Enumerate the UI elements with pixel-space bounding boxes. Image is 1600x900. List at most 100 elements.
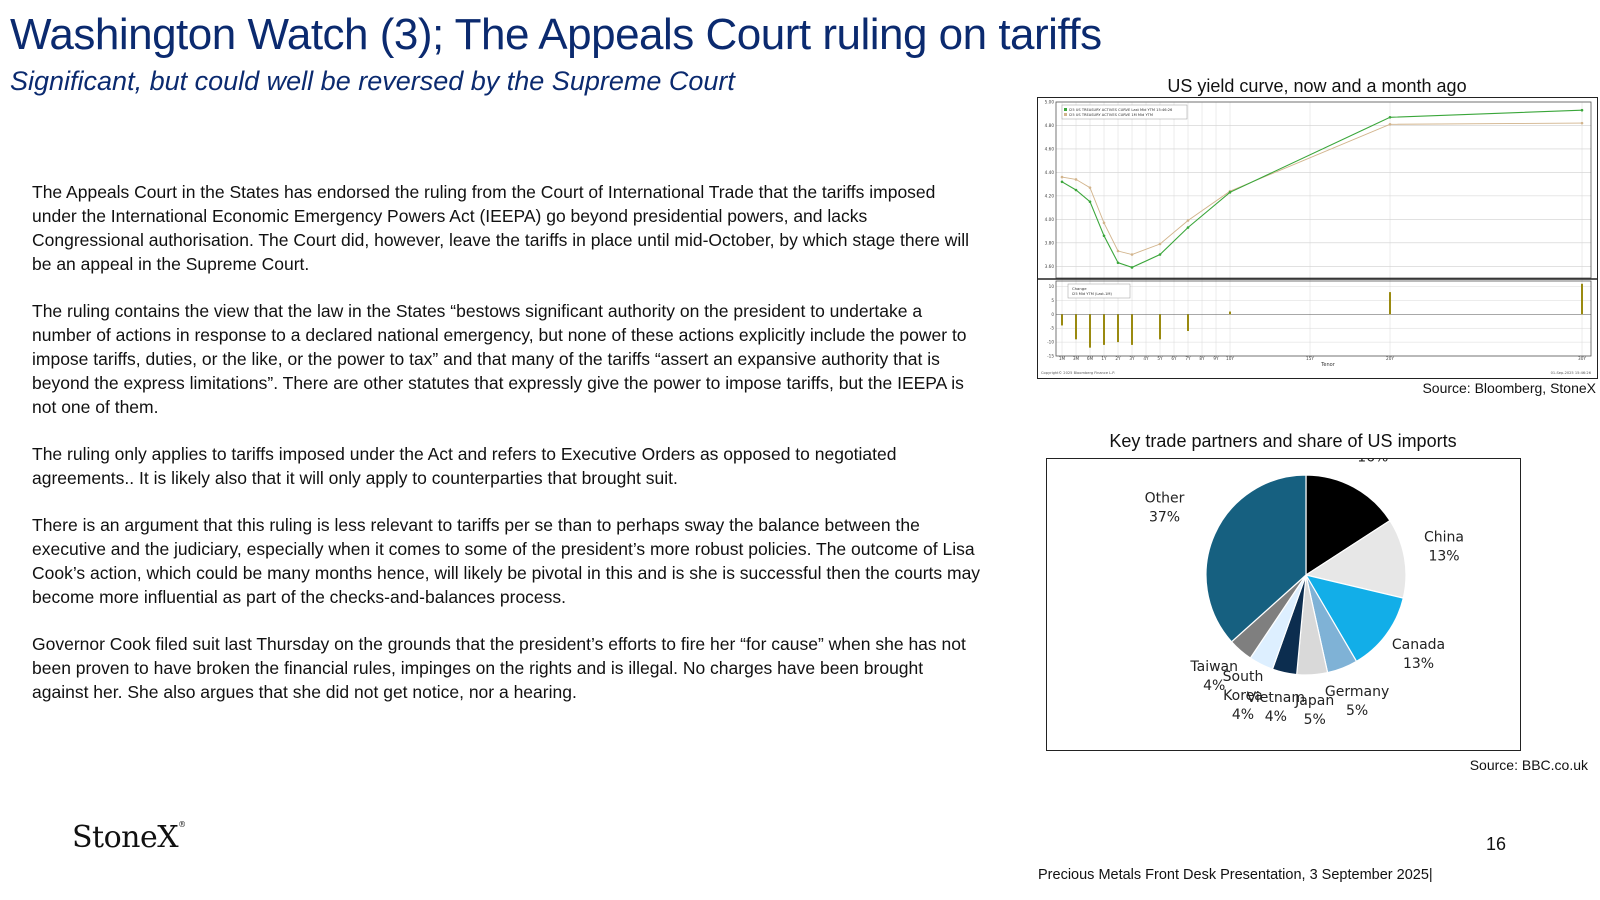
pie-chart-svg: Mexico16%China13%Canada13%Germany5%Japan… bbox=[1145, 431, 1464, 729]
paragraph-4: There is an argument that this ruling is… bbox=[32, 515, 981, 607]
y-tick-label: 5.00 bbox=[1045, 100, 1055, 105]
series-point-now bbox=[1228, 191, 1232, 194]
yield-lines bbox=[1060, 108, 1584, 269]
x-axis-label: Tenor bbox=[1320, 362, 1336, 368]
page-number: 16 bbox=[1486, 834, 1507, 854]
series-point-month-ago bbox=[1102, 221, 1106, 225]
x-tick-label: 6M bbox=[1087, 356, 1094, 361]
pie-pct-label: 4% bbox=[1232, 707, 1254, 723]
pie-label: Taiwan bbox=[1189, 659, 1238, 675]
pie-slice-china bbox=[1304, 519, 1407, 599]
x-tick-label: 10Y bbox=[1226, 356, 1234, 361]
series-point-now bbox=[1074, 188, 1078, 192]
x-tick-label: 1Y bbox=[1101, 356, 1107, 361]
x-tick-label: 15Y bbox=[1306, 356, 1314, 361]
series-point-now bbox=[1102, 234, 1106, 238]
y-tick-label: 3.60 bbox=[1045, 264, 1055, 269]
pie-chart: Mexico16%China13%Canada13%Germany5%Japan… bbox=[1046, 431, 1521, 751]
pie-pct-label: 4% bbox=[1203, 678, 1225, 694]
yield-axis-labels: 3.60 3.80 4.00 4.20 4.40 4.60 4.80 5.00 1M 3M 6M 1Y… bbox=[1045, 100, 1587, 362]
y-tick-label: 4.40 bbox=[1045, 170, 1055, 175]
series-point-month-ago bbox=[1060, 175, 1064, 179]
change-bar bbox=[1061, 314, 1063, 326]
footer-presentation: Precious Metals Front Desk Presentation,… bbox=[1038, 867, 1433, 883]
x-tick-label: 3M bbox=[1073, 356, 1080, 361]
y-tick-label: 4.20 bbox=[1045, 193, 1055, 198]
yield-chart-caption: US yield curve, now and a month ago bbox=[1167, 76, 1467, 96]
x-tick-label: 1M bbox=[1059, 356, 1066, 361]
x-tick-label: 8Y bbox=[1199, 356, 1205, 361]
change-bar bbox=[1187, 314, 1189, 331]
y-tick-label: 4.00 bbox=[1045, 217, 1055, 222]
pie-label: Korea bbox=[1223, 688, 1263, 704]
x-tick-label: 30Y bbox=[1578, 356, 1586, 361]
legend-swatch-ago bbox=[1064, 113, 1067, 116]
pie-label: Vietnam bbox=[1247, 690, 1305, 706]
stonex-logo: StoneX® bbox=[72, 820, 186, 855]
series-point-month-ago bbox=[1158, 242, 1162, 246]
series-point-now bbox=[1060, 180, 1064, 184]
change-tick-label: -15 bbox=[1047, 354, 1054, 359]
change-bar bbox=[1229, 311, 1231, 315]
pie-label: China bbox=[1424, 530, 1464, 546]
pie-pct-label: 4% bbox=[1265, 709, 1287, 725]
page-title: Washington Watch (3); The Appeals Court … bbox=[10, 10, 1102, 59]
y-tick-label: 4.60 bbox=[1045, 146, 1055, 151]
series-point-month-ago bbox=[1186, 219, 1190, 222]
series-point-now bbox=[1388, 115, 1392, 119]
x-tick-label: 4Y bbox=[1143, 356, 1149, 361]
change-bar bbox=[1581, 283, 1583, 315]
lower-panel-frame bbox=[1055, 280, 1592, 357]
legend-ago: I25 US TREASURY ACTIVES CURVE 1M Mid YTM bbox=[1069, 113, 1153, 117]
body-text: The Appeals Court in the States has endo… bbox=[32, 180, 982, 727]
yield-grid bbox=[1056, 101, 1591, 357]
pie-pct-label: 16% bbox=[1357, 459, 1388, 466]
series-point-now bbox=[1116, 261, 1120, 265]
date-stamp: 01-Sep-2025 15:46:26 bbox=[1551, 371, 1592, 375]
series-point-now bbox=[1580, 108, 1584, 112]
pie-label: Canada bbox=[1392, 637, 1445, 653]
y-tick-label: 3.80 bbox=[1045, 240, 1055, 245]
yield-legend-box bbox=[1061, 104, 1188, 120]
legend-swatch-now bbox=[1064, 108, 1067, 111]
series-line-now bbox=[1061, 109, 1583, 268]
x-tick-label: 2Y bbox=[1115, 356, 1121, 361]
change-bars bbox=[1061, 283, 1583, 348]
change-tick-label: 0 bbox=[1051, 312, 1054, 317]
change-tick-label: 5 bbox=[1051, 298, 1054, 303]
series-point-now bbox=[1088, 200, 1092, 204]
yield-chart-svg: 3.60 3.80 4.00 4.20 4.40 4.60 4.80 5.00 1M 3M 6M 1Y… bbox=[1038, 100, 1597, 375]
x-tick-label: 9Y bbox=[1213, 356, 1219, 361]
y-tick-label: 4.80 bbox=[1045, 123, 1055, 128]
yield-chart-source: Source: Bloomberg, StoneX bbox=[1422, 380, 1596, 396]
series-point-now bbox=[1130, 266, 1134, 269]
x-tick-label: 5Y bbox=[1157, 356, 1163, 361]
pie-slice-other bbox=[1205, 474, 1307, 643]
paragraph-1: The Appeals Court in the States has endo… bbox=[32, 182, 970, 274]
copyright-text: Copyright© 2025 Bloomberg Finance L.P. bbox=[1041, 371, 1115, 375]
logo-registered-mark: ® bbox=[178, 820, 186, 829]
pie-label: Germany bbox=[1325, 684, 1389, 700]
paragraph-2: The ruling contains the view that the la… bbox=[32, 301, 967, 417]
series-point-month-ago bbox=[1388, 122, 1392, 126]
pie-slice-mexico bbox=[1305, 474, 1391, 577]
pie-chart-source: Source: BBC.co.uk bbox=[1469, 757, 1588, 773]
change-bar bbox=[1131, 314, 1133, 345]
change-bar bbox=[1075, 314, 1077, 340]
change-legend-box bbox=[1067, 283, 1131, 299]
change-bar bbox=[1159, 314, 1161, 340]
pie-label: South bbox=[1223, 669, 1264, 685]
series-point-month-ago bbox=[1088, 186, 1092, 189]
legend-now: I25 US TREASURY ACTIVES CURVE Last Mid Y… bbox=[1069, 108, 1173, 112]
series-point-month-ago bbox=[1074, 178, 1078, 181]
pie-pct-label: 13% bbox=[1403, 656, 1434, 672]
series-point-now bbox=[1186, 226, 1190, 229]
pie-slices bbox=[1205, 474, 1407, 676]
x-tick-label: 6Y bbox=[1171, 356, 1177, 361]
change-legend: I25 Mid YTM (Last-1M) bbox=[1072, 292, 1113, 296]
paragraph-5: Governor Cook filed suit last Thursday o… bbox=[32, 634, 966, 702]
pie-label: Other bbox=[1145, 490, 1185, 506]
series-point-month-ago bbox=[1130, 253, 1134, 256]
pie-chart-caption: Key trade partners and share of US impor… bbox=[1109, 431, 1457, 451]
upper-panel-frame bbox=[1055, 101, 1592, 279]
